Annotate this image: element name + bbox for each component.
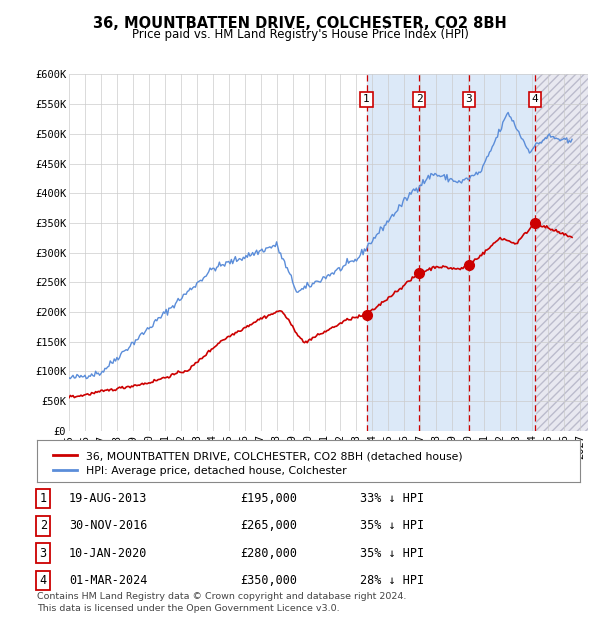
Text: 19-AUG-2013: 19-AUG-2013	[69, 492, 148, 505]
Text: 2: 2	[416, 94, 422, 104]
Text: 2: 2	[40, 520, 47, 532]
Text: Contains HM Land Registry data © Crown copyright and database right 2024.: Contains HM Land Registry data © Crown c…	[37, 592, 407, 601]
Text: 28% ↓ HPI: 28% ↓ HPI	[360, 574, 424, 587]
Text: 4: 4	[40, 574, 47, 587]
Text: 1: 1	[40, 492, 47, 505]
Text: 36, MOUNTBATTEN DRIVE, COLCHESTER, CO2 8BH: 36, MOUNTBATTEN DRIVE, COLCHESTER, CO2 8…	[93, 16, 507, 31]
Text: £350,000: £350,000	[240, 574, 297, 587]
Bar	[535, 74, 588, 431]
Text: 33% ↓ HPI: 33% ↓ HPI	[360, 492, 424, 505]
Text: 35% ↓ HPI: 35% ↓ HPI	[360, 520, 424, 532]
Text: 35% ↓ HPI: 35% ↓ HPI	[360, 547, 424, 559]
Bar	[535, 74, 588, 431]
Text: 10-JAN-2020: 10-JAN-2020	[69, 547, 148, 559]
Text: Price paid vs. HM Land Registry's House Price Index (HPI): Price paid vs. HM Land Registry's House …	[131, 29, 469, 41]
Text: This data is licensed under the Open Government Licence v3.0.: This data is licensed under the Open Gov…	[37, 603, 340, 613]
Text: 1: 1	[363, 94, 370, 104]
Text: £280,000: £280,000	[240, 547, 297, 559]
Text: £265,000: £265,000	[240, 520, 297, 532]
Text: 3: 3	[466, 94, 472, 104]
Text: £195,000: £195,000	[240, 492, 297, 505]
Bar	[367, 74, 535, 431]
Text: 01-MAR-2024: 01-MAR-2024	[69, 574, 148, 587]
Text: 3: 3	[40, 547, 47, 559]
Legend: 36, MOUNTBATTEN DRIVE, COLCHESTER, CO2 8BH (detached house), HPI: Average price,: 36, MOUNTBATTEN DRIVE, COLCHESTER, CO2 8…	[48, 446, 468, 482]
Text: 30-NOV-2016: 30-NOV-2016	[69, 520, 148, 532]
Text: 4: 4	[532, 94, 538, 104]
